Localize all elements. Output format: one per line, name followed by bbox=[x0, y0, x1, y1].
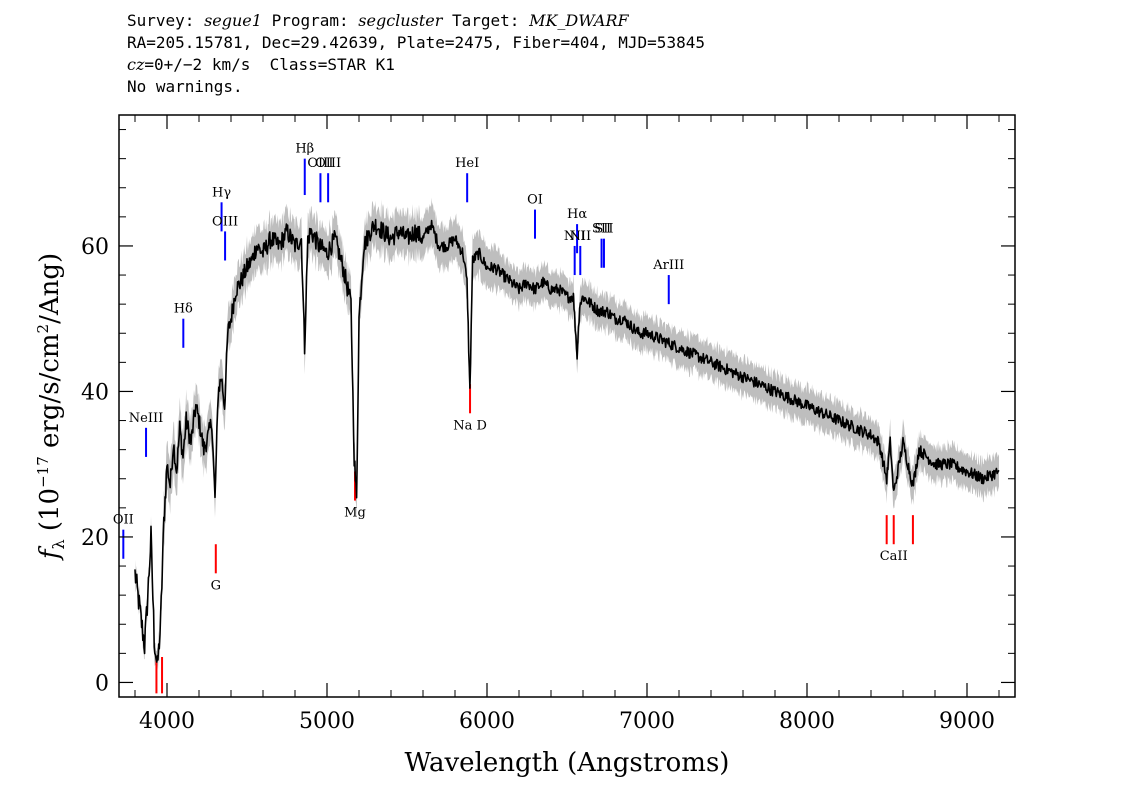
absorption-line-label: CaII bbox=[880, 549, 908, 564]
x-tick-label: 6000 bbox=[459, 709, 515, 734]
header-line-coords: RA=205.15781, Dec=29.42639, Plate=2475, … bbox=[127, 33, 705, 52]
y-axis-title: fλ (10−17 erg/s/cm2/Ang) bbox=[34, 253, 68, 561]
x-tick-label: 4000 bbox=[139, 709, 195, 734]
header-line-warnings: No warnings. bbox=[127, 77, 243, 96]
emission-line-label: NeIII bbox=[129, 411, 163, 426]
emission-line-label: Hγ bbox=[212, 185, 231, 200]
emission-line-label: NII bbox=[564, 229, 586, 244]
spectrum-line bbox=[134, 218, 1000, 663]
x-tick-label: 5000 bbox=[299, 709, 355, 734]
target-label: Target: bbox=[452, 11, 520, 30]
y-tick-label: 20 bbox=[81, 526, 109, 551]
emission-line-label: OI bbox=[527, 193, 543, 208]
header-line-redshift: cz=0+/−2 km/s Class=STAR K1 bbox=[127, 54, 705, 76]
program-value: segcluster bbox=[358, 11, 443, 30]
spectrum-header: Survey: segue1 Program: segcluster Targe… bbox=[127, 10, 705, 98]
emission-line-label: ArIII bbox=[652, 258, 684, 273]
emission-line-label: OII bbox=[113, 513, 134, 528]
x-tick-label: 7000 bbox=[619, 709, 675, 734]
y-tick-label: 40 bbox=[81, 380, 109, 405]
x-tick-label: 9000 bbox=[939, 709, 995, 734]
absorption-line-label: G bbox=[211, 578, 221, 593]
emission-line-label: Hδ bbox=[174, 302, 193, 317]
emission-line-label: SII bbox=[594, 222, 613, 237]
x-axis-title: Wavelength (Angstroms) bbox=[405, 748, 730, 778]
absorption-line-label: Mg bbox=[344, 506, 366, 521]
emission-line-label: Hα bbox=[567, 207, 587, 222]
redshift-value: =0+/−2 km/s Class=STAR K1 bbox=[144, 55, 395, 74]
y-tick-label: 0 bbox=[95, 671, 109, 696]
emission-line-label: SII bbox=[592, 222, 611, 237]
survey-label: Survey: bbox=[127, 11, 195, 30]
program-label: Program: bbox=[271, 11, 349, 30]
axes-layer: 4000 5000 6000 7000 8000 9000 0 20 40 60 bbox=[81, 115, 1015, 734]
cz-label: cz bbox=[127, 55, 145, 74]
emission-line-label: NII bbox=[569, 229, 591, 244]
emission-line-label: HeI bbox=[455, 156, 479, 171]
x-tick-label: 8000 bbox=[779, 709, 835, 734]
survey-value: segue1 bbox=[204, 11, 262, 30]
spectrum-layer bbox=[134, 218, 1000, 663]
emission-line-label: OIII bbox=[315, 156, 341, 171]
emission-line-label: Hβ bbox=[295, 142, 314, 157]
plot-frame bbox=[118, 114, 1016, 698]
y-tick-label: 60 bbox=[81, 235, 109, 260]
header-line-survey: Survey: segue1 Program: segcluster Targe… bbox=[127, 10, 705, 32]
emission-line-label: OIII bbox=[307, 156, 333, 171]
absorption-line-label: Na D bbox=[453, 418, 487, 433]
emission-line-label: OIII bbox=[212, 214, 238, 229]
target-value: MK_DWARF bbox=[529, 11, 629, 30]
